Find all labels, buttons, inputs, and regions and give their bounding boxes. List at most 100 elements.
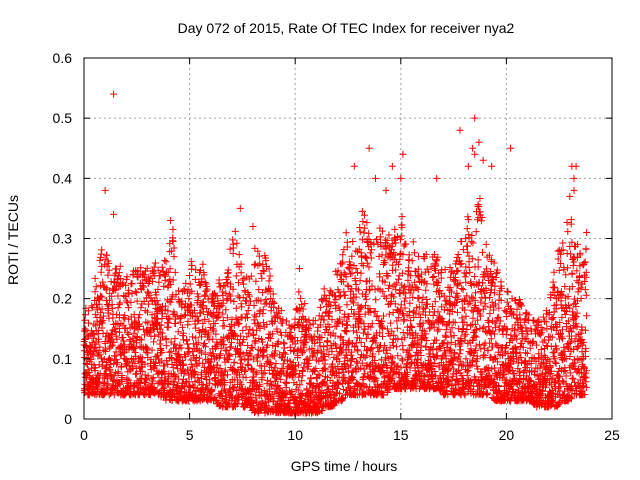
data-point: [234, 336, 242, 344]
data-point: [564, 293, 572, 301]
data-point: [348, 305, 356, 313]
data-point: [539, 313, 547, 321]
data-point: [558, 326, 566, 334]
data-point: [502, 330, 510, 338]
data-point: [221, 376, 229, 384]
data-point: [364, 330, 372, 338]
data-point: [401, 283, 409, 291]
data-point: [361, 310, 369, 318]
data-point: [477, 217, 485, 225]
data-point: [259, 261, 267, 269]
data-point: [548, 367, 556, 375]
data-point: [176, 318, 184, 326]
data-point: [568, 393, 576, 401]
data-point: [574, 240, 582, 248]
data-point: [446, 284, 454, 292]
data-point: [250, 330, 258, 338]
data-point: [350, 162, 358, 170]
data-point: [221, 366, 229, 374]
data-point: [347, 374, 355, 382]
data-point: [368, 282, 376, 290]
data-point: [169, 237, 177, 245]
data-point: [256, 260, 264, 268]
data-point: [395, 260, 403, 268]
data-point: [109, 376, 117, 384]
data-point: [192, 266, 200, 274]
data-point: [296, 381, 304, 389]
data-point: [365, 286, 373, 294]
data-point: [336, 344, 344, 352]
data-point: [236, 332, 244, 340]
data-point: [542, 318, 550, 326]
data-point: [97, 268, 105, 276]
data-point: [454, 250, 462, 258]
axis-ticks: [83, 57, 613, 420]
data-point: [131, 288, 139, 296]
data-point: [471, 150, 479, 158]
data-point: [481, 294, 489, 302]
data-point: [171, 335, 179, 343]
data-point: [123, 329, 131, 337]
data-point: [414, 286, 422, 294]
data-point: [263, 353, 271, 361]
data-point: [348, 348, 356, 356]
data-point: [177, 313, 185, 321]
data-point: [167, 298, 175, 306]
data-point: [355, 323, 363, 331]
data-point: [247, 272, 255, 280]
data-point: [135, 320, 143, 328]
data-point: [475, 306, 483, 314]
data-point: [379, 361, 387, 369]
data-point: [552, 359, 560, 367]
data-point: [214, 312, 222, 320]
data-point: [572, 320, 580, 328]
data-point: [249, 355, 257, 363]
data-point: [403, 368, 411, 376]
data-point: [391, 281, 399, 289]
data-point: [458, 284, 466, 292]
data-point: [165, 348, 173, 356]
data-point: [111, 328, 119, 336]
data-point: [378, 227, 386, 235]
data-point: [112, 332, 120, 340]
data-point: [191, 378, 199, 386]
data-point: [459, 361, 467, 369]
data-point: [98, 246, 106, 254]
data-point: [388, 339, 396, 347]
data-point: [110, 372, 118, 380]
data-point: [474, 316, 482, 324]
data-point: [276, 375, 284, 383]
data-point: [238, 303, 246, 311]
data-point: [158, 348, 166, 356]
data-point: [517, 323, 525, 331]
data-point: [124, 289, 132, 297]
data-point: [367, 323, 375, 331]
data-point: [428, 366, 436, 374]
data-point: [468, 293, 476, 301]
data-point: [96, 256, 104, 264]
data-point: [570, 345, 578, 353]
data-point: [367, 308, 375, 316]
data-point: [134, 321, 142, 329]
data-point: [453, 308, 461, 316]
data-point: [548, 333, 556, 341]
data-point: [136, 343, 144, 351]
data-point: [314, 403, 322, 411]
data-point: [517, 353, 525, 361]
data-point: [371, 174, 379, 182]
data-point: [424, 317, 432, 325]
data-point: [219, 310, 227, 318]
data-point: [518, 328, 526, 336]
data-point: [312, 365, 320, 373]
data-point: [378, 323, 386, 331]
data-point: [487, 335, 495, 343]
data-point: [180, 312, 188, 320]
data-point: [514, 359, 522, 367]
data-point: [484, 372, 492, 380]
data-point: [503, 326, 511, 334]
data-point: [339, 278, 347, 286]
data-point: [211, 319, 219, 327]
data-point: [107, 389, 115, 397]
data-point: [523, 349, 531, 357]
data-point: [122, 356, 130, 364]
